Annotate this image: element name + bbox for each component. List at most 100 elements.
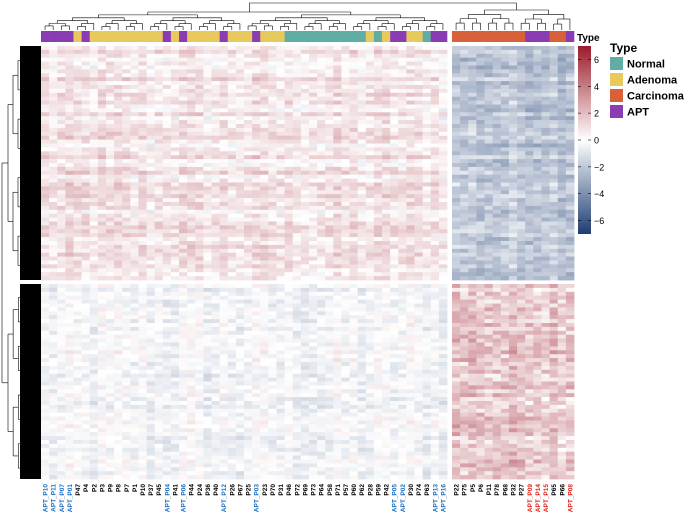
heatmap-cell xyxy=(406,93,415,97)
heatmap-cell xyxy=(493,237,502,241)
heatmap-cell xyxy=(236,163,245,167)
heatmap-cell xyxy=(163,198,172,202)
heatmap-cell xyxy=(509,304,518,308)
heatmap-cell xyxy=(431,261,440,265)
heatmap-cell xyxy=(171,315,180,319)
heatmap-cell xyxy=(439,144,448,148)
heatmap-cell xyxy=(366,327,375,331)
heatmap-cell xyxy=(566,296,575,300)
heatmap-cell xyxy=(285,272,294,276)
heatmap-cell xyxy=(236,229,245,233)
heatmap-cell xyxy=(41,183,50,187)
heatmap-cell xyxy=(476,175,485,179)
heatmap-cell xyxy=(366,315,375,319)
heatmap-cell xyxy=(452,159,461,163)
heatmap-cell xyxy=(525,268,534,272)
heatmap-cell xyxy=(65,124,74,128)
heatmap-cell xyxy=(415,304,424,308)
heatmap-cell xyxy=(460,307,469,311)
heatmap-cell xyxy=(252,268,261,272)
heatmap-cell xyxy=(41,311,50,315)
heatmap-cell xyxy=(90,319,99,323)
heatmap-cell xyxy=(350,268,359,272)
heatmap-cell xyxy=(73,253,82,257)
heatmap-cell xyxy=(358,210,367,214)
heatmap-cell xyxy=(236,132,245,136)
annotation-cell xyxy=(566,31,574,42)
heatmap-cell xyxy=(268,206,277,210)
heatmap-cell xyxy=(179,171,188,175)
heatmap-cell xyxy=(252,163,261,167)
heatmap-cell xyxy=(541,120,550,124)
heatmap-cell xyxy=(106,77,115,81)
heatmap-cell xyxy=(325,155,334,159)
heatmap-cell xyxy=(147,183,156,187)
heatmap-cell xyxy=(398,225,407,229)
heatmap-cell xyxy=(415,136,424,140)
heatmap-cell xyxy=(350,210,359,214)
heatmap-cell xyxy=(236,307,245,311)
heatmap-cell xyxy=(57,300,66,304)
heatmap-cell xyxy=(558,97,567,101)
heatmap-cell xyxy=(439,81,448,85)
annotation-cell xyxy=(460,31,468,42)
heatmap-cell xyxy=(276,105,285,109)
heatmap-cell xyxy=(333,151,342,155)
heatmap-cell xyxy=(187,249,196,253)
heatmap-cell xyxy=(212,307,221,311)
heatmap-cell xyxy=(147,171,156,175)
heatmap-cell xyxy=(301,253,310,257)
heatmap-cell xyxy=(98,198,107,202)
heatmap-cell xyxy=(195,140,204,144)
heatmap-cell xyxy=(220,175,229,179)
heatmap-cell xyxy=(41,272,50,276)
heatmap-cell xyxy=(268,183,277,187)
heatmap-cell xyxy=(276,245,285,249)
heatmap-cell xyxy=(460,151,469,155)
heatmap-cell xyxy=(147,229,156,233)
heatmap-cell xyxy=(260,85,269,89)
heatmap-cell xyxy=(276,307,285,311)
heatmap-cell xyxy=(203,214,212,218)
heatmap-cell xyxy=(493,58,502,62)
heatmap-cell xyxy=(212,202,221,206)
heatmap-cell xyxy=(171,311,180,315)
heatmap-cell xyxy=(147,81,156,85)
heatmap-cell xyxy=(439,296,448,300)
heatmap-cell xyxy=(341,73,350,77)
heatmap-cell xyxy=(566,132,575,136)
heatmap-cell xyxy=(98,85,107,89)
heatmap-cell xyxy=(541,323,550,327)
heatmap-cell xyxy=(325,171,334,175)
heatmap-cell xyxy=(65,163,74,167)
heatmap-cell xyxy=(517,229,526,233)
heatmap-cell xyxy=(525,319,534,323)
heatmap-cell xyxy=(485,233,494,237)
heatmap-cell xyxy=(366,124,375,128)
heatmap-cell xyxy=(49,268,58,272)
heatmap-cell xyxy=(90,249,99,253)
heatmap-cell xyxy=(423,136,432,140)
heatmap-cell xyxy=(106,97,115,101)
heatmap-cell xyxy=(220,233,229,237)
heatmap-cell xyxy=(41,268,50,272)
heatmap-cell xyxy=(187,210,196,214)
heatmap-cell xyxy=(398,268,407,272)
heatmap-cell xyxy=(406,124,415,128)
heatmap-cell xyxy=(423,183,432,187)
heatmap-cell xyxy=(398,292,407,296)
heatmap-cell xyxy=(366,198,375,202)
heatmap-cell xyxy=(106,307,115,311)
heatmap-cell xyxy=(415,112,424,116)
heatmap-cell xyxy=(325,116,334,120)
heatmap-cell xyxy=(358,206,367,210)
heatmap-cell xyxy=(244,198,253,202)
heatmap-cell xyxy=(57,101,66,105)
heatmap-cell xyxy=(541,296,550,300)
heatmap-cell xyxy=(106,264,115,268)
heatmap-cell xyxy=(509,46,518,50)
heatmap-cell xyxy=(73,89,82,93)
heatmap-cell xyxy=(138,323,147,327)
heatmap-cell xyxy=(122,241,131,245)
heatmap-cell xyxy=(228,179,237,183)
